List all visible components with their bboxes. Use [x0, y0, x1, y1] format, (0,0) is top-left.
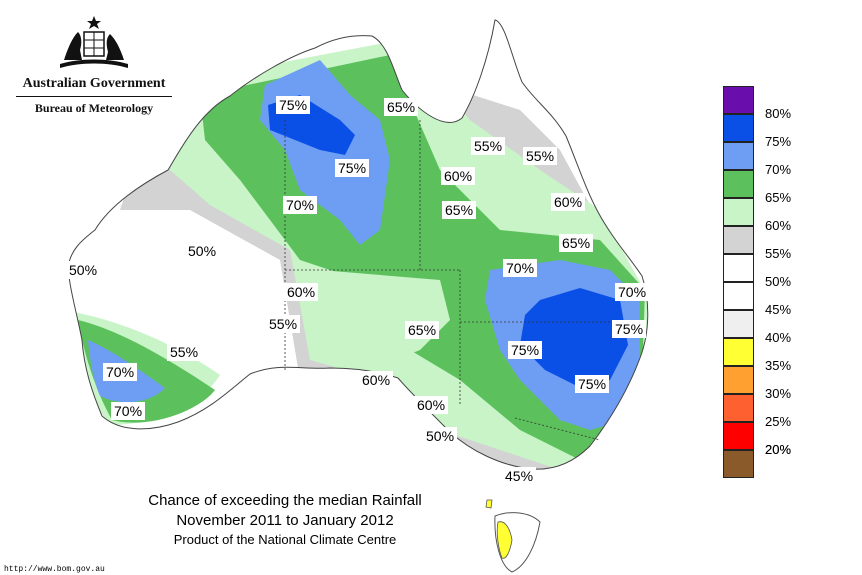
legend-swatch — [723, 422, 754, 450]
legend-swatch — [723, 226, 754, 254]
bureau-name: Bureau of Meteorology — [34, 101, 154, 115]
tasmania-yellow — [496, 521, 513, 559]
probability-label: 50% — [66, 261, 101, 279]
legend-label: 80% — [765, 106, 792, 121]
legend-swatch — [723, 198, 754, 226]
legend-swatch — [723, 86, 754, 114]
legend-swatch — [723, 114, 754, 142]
legend-swatch — [723, 394, 754, 422]
legend-label: 60% — [765, 218, 792, 233]
source-url[interactable]: http://www.bom.gov.au — [4, 565, 105, 574]
probability-label: 75% — [508, 341, 543, 359]
legend-swatch — [723, 310, 754, 338]
probability-label: 50% — [185, 242, 220, 260]
legend-swatch — [723, 450, 754, 478]
legend-label: 20% — [765, 442, 792, 457]
probability-label: 75% — [612, 320, 647, 338]
legend-swatch — [723, 170, 754, 198]
legend-label: 45% — [765, 302, 792, 317]
probability-label: 70% — [111, 402, 146, 420]
legend-label: 70% — [765, 162, 792, 177]
legend-label: 35% — [765, 358, 792, 373]
legend-label: 40% — [765, 330, 792, 345]
probability-label: 70% — [103, 363, 138, 381]
probability-label: 55% — [167, 343, 202, 361]
legend-label: 65% — [765, 190, 792, 205]
legend-swatch — [723, 254, 754, 282]
probability-label: 55% — [523, 147, 558, 165]
branding-divider — [16, 96, 172, 97]
government-branding: Australian Government Bureau of Meteorol… — [14, 12, 174, 116]
probability-label: 50% — [423, 427, 458, 445]
map-product: Product of the National Climate Centre — [173, 532, 397, 547]
probability-label: 65% — [405, 321, 440, 339]
probability-label: 65% — [442, 201, 477, 219]
legend-swatch — [723, 282, 754, 310]
map-period: November 2011 to January 2012 — [176, 512, 394, 529]
legend-label: 75% — [765, 134, 792, 149]
probability-label: 60% — [551, 193, 586, 211]
probability-label: 60% — [284, 283, 319, 301]
probability-label: 65% — [384, 98, 419, 116]
legend-swatch — [723, 142, 754, 170]
government-name: Australian Government — [22, 76, 166, 91]
legend-label: 50% — [765, 274, 792, 289]
probability-label: 70% — [283, 196, 318, 214]
probability-label: 75% — [335, 159, 370, 177]
probability-label: 65% — [559, 234, 594, 252]
legend-swatch — [723, 338, 754, 366]
legend-label: 25% — [765, 414, 792, 429]
probability-label: 75% — [575, 375, 610, 393]
legend-label: 30% — [765, 386, 792, 401]
legend-swatch — [723, 366, 754, 394]
map-title: Chance of exceeding the median Rainfall — [148, 492, 422, 509]
probability-label: 70% — [503, 259, 538, 277]
legend-label: 20% — [765, 442, 792, 457]
probability-label: 55% — [266, 315, 301, 333]
probability-label: 75% — [276, 96, 311, 114]
probability-label: 60% — [359, 371, 394, 389]
legend-label: 55% — [765, 246, 792, 261]
probability-label: 45% — [502, 467, 537, 485]
probability-label: 60% — [414, 396, 449, 414]
probability-label: 70% — [615, 283, 650, 301]
probability-label: 60% — [441, 167, 476, 185]
map-title-block: Chance of exceeding the median Rainfall … — [100, 491, 470, 549]
mainland-outline — [67, 19, 649, 470]
coat-of-arms-icon — [60, 16, 128, 68]
bass-island — [485, 499, 493, 509]
probability-label: 55% — [471, 137, 506, 155]
